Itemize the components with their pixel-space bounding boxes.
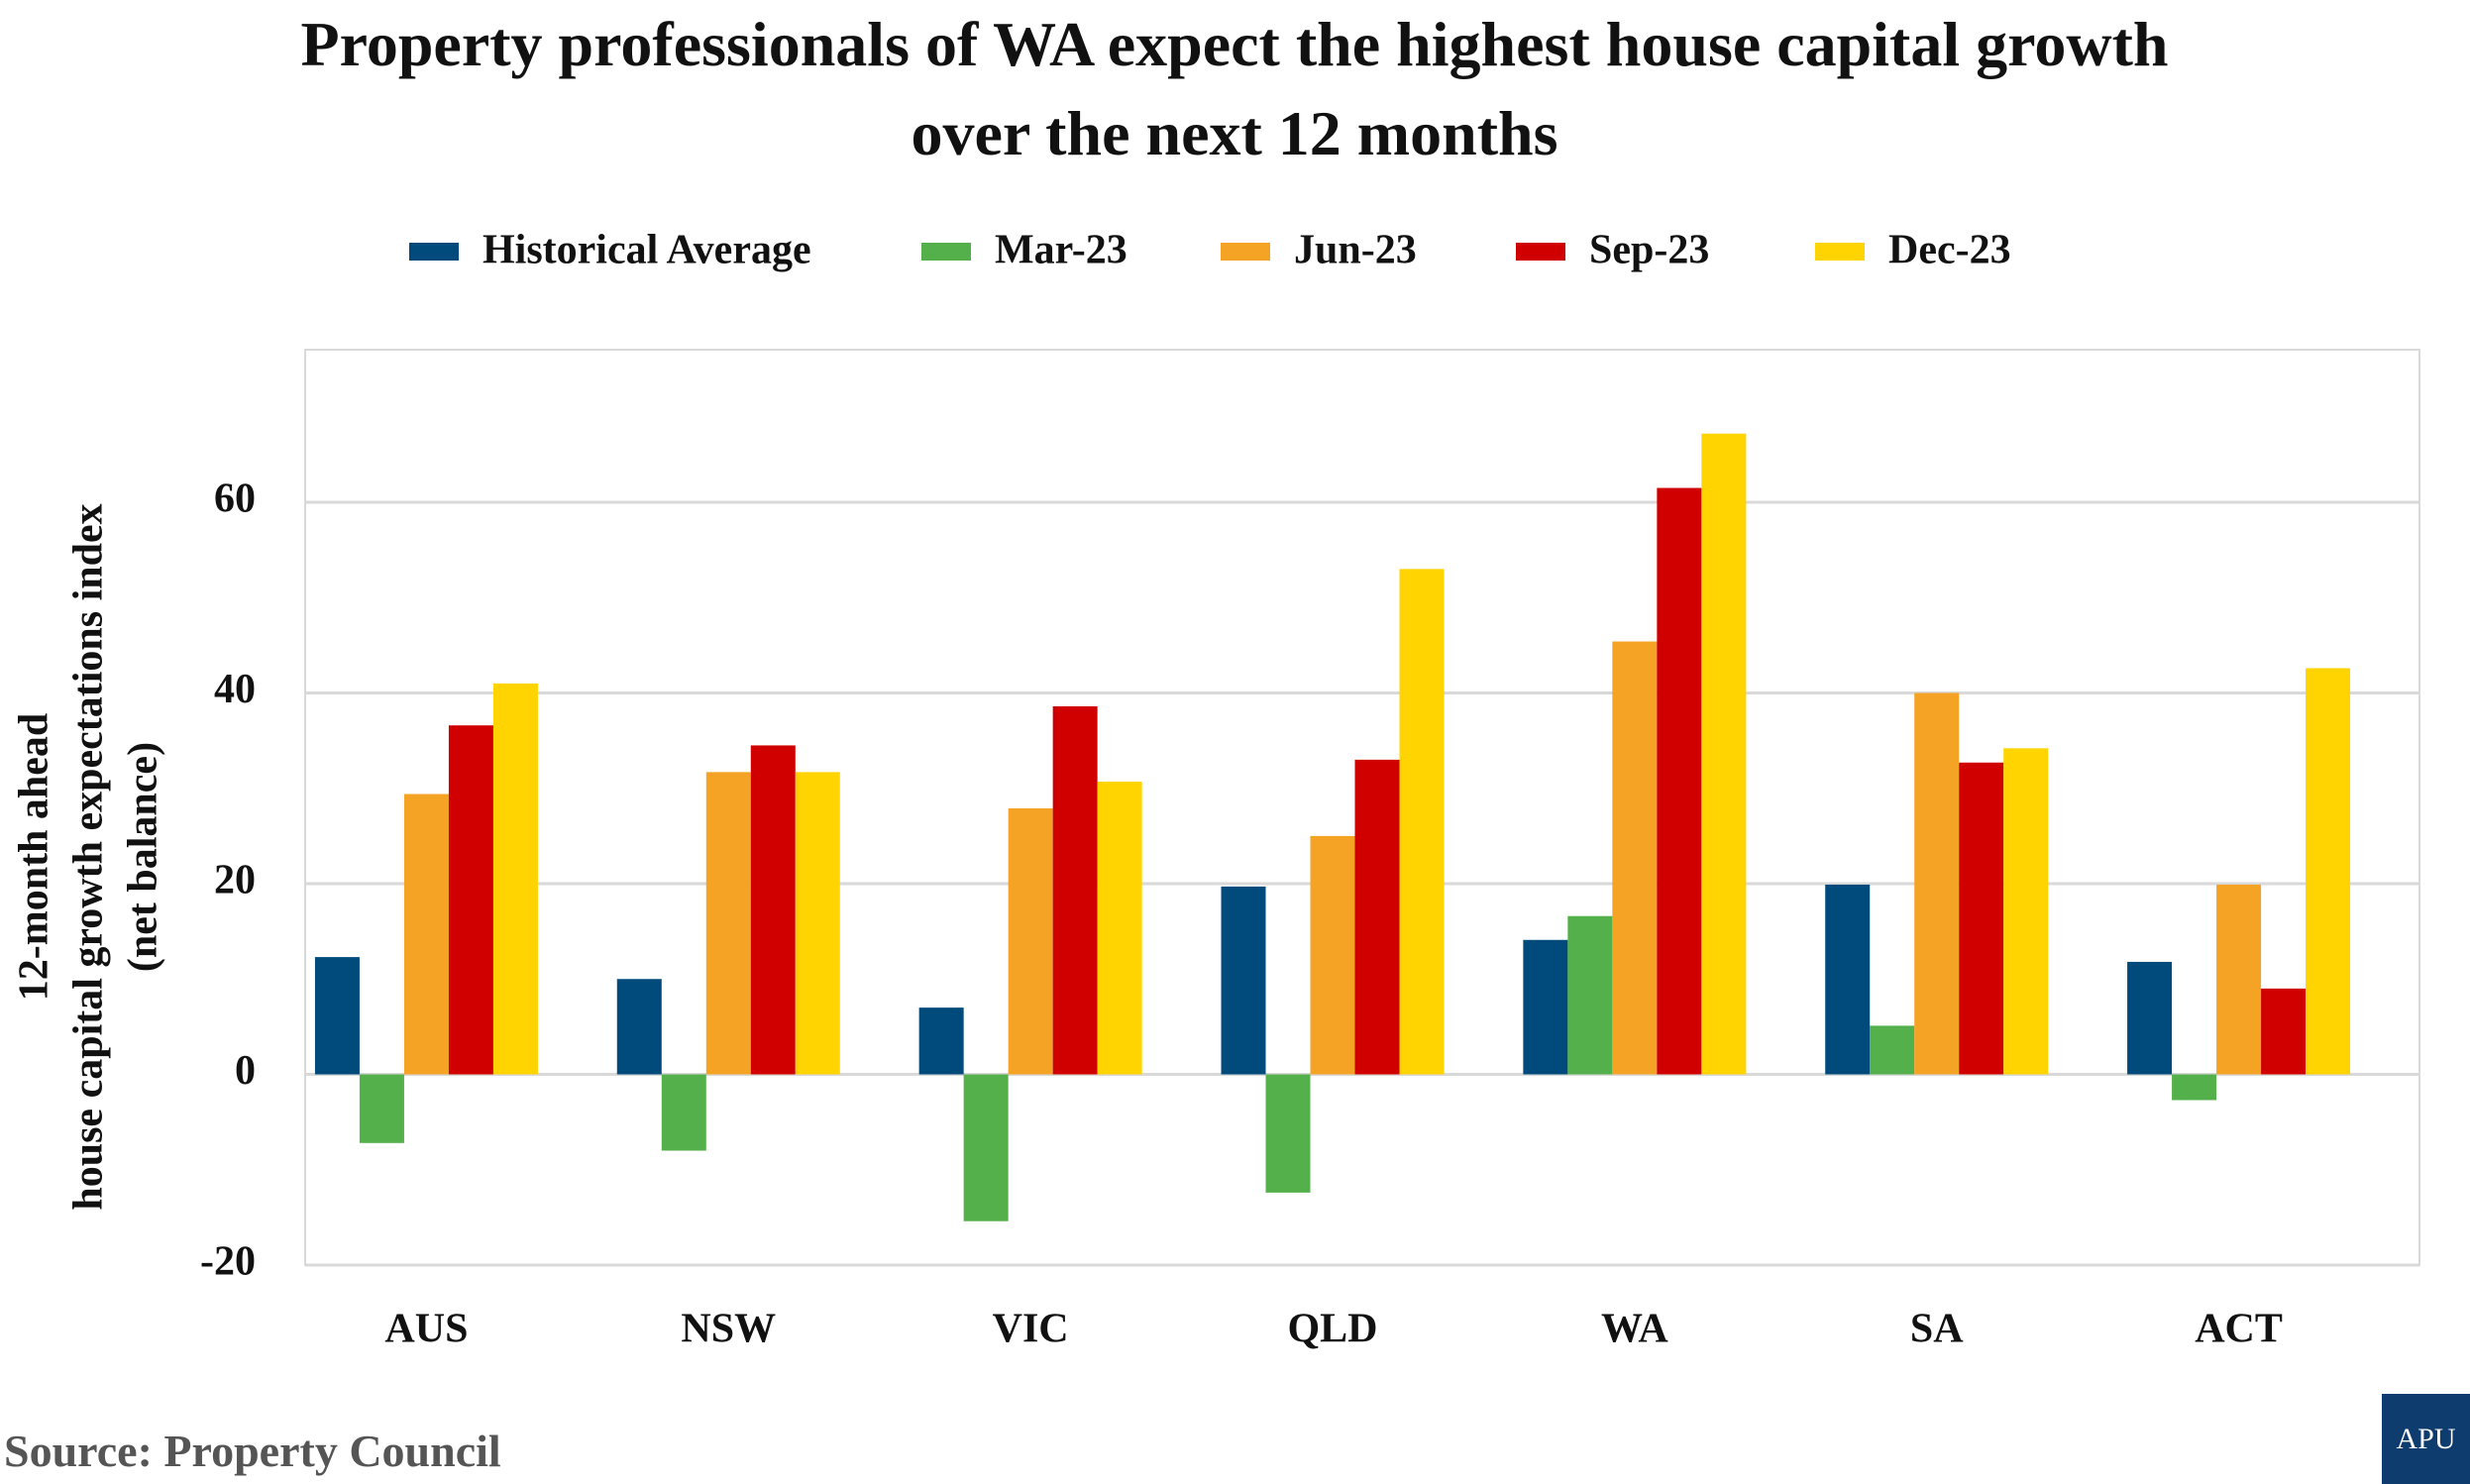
bar (1870, 1025, 1915, 1075)
bar (616, 979, 662, 1075)
legend-label: Historical Average (483, 228, 811, 273)
bar (963, 1074, 1009, 1221)
bar (1097, 782, 1142, 1075)
bar (2306, 668, 2351, 1075)
bar (1221, 886, 1266, 1075)
legend-label: Dec-23 (1888, 228, 2011, 273)
bar (1701, 433, 1747, 1075)
y-axis-label: house capital growth expectations index (66, 503, 112, 1210)
y-axis-label: 12-month ahead (12, 713, 57, 1002)
bar (661, 1074, 706, 1151)
bar (2127, 961, 2173, 1075)
bar (1354, 759, 1400, 1075)
legend-swatch (1221, 243, 1270, 261)
x-tick-label: VIC (993, 1307, 1069, 1352)
x-tick-label: SA (1910, 1307, 1964, 1352)
bar (1825, 884, 1871, 1075)
bar (448, 725, 493, 1075)
bar (1914, 692, 1960, 1075)
x-tick-label: WA (1601, 1307, 1668, 1352)
legend-swatch (1516, 243, 1565, 261)
x-tick-label: NSW (681, 1307, 776, 1352)
legend-swatch (1815, 243, 1865, 261)
bar (1657, 487, 1702, 1075)
bar (1959, 762, 2004, 1075)
bar (705, 772, 751, 1075)
bar (918, 1007, 964, 1075)
bar (1523, 939, 1568, 1075)
bar (1008, 807, 1053, 1075)
bar (2216, 884, 2262, 1075)
chart-title: Property professionals of WA expect the … (300, 9, 2169, 168)
logo: APU (2382, 1394, 2470, 1484)
legend-label: Jun-23 (1294, 228, 1417, 273)
bar (1612, 641, 1658, 1075)
legend-swatch (921, 243, 971, 261)
x-tick-label: ACT (2195, 1307, 2283, 1352)
legend-label: Sep-23 (1589, 228, 1709, 273)
y-tick-label: -20 (200, 1239, 256, 1285)
bar (359, 1074, 404, 1143)
bar (1052, 705, 1098, 1075)
bar (2003, 748, 2049, 1075)
legend-swatch (409, 243, 459, 261)
x-tick-label: QLD (1287, 1307, 1377, 1352)
bar (314, 957, 360, 1075)
bar (795, 772, 840, 1075)
y-tick-label: 60 (214, 477, 256, 522)
y-tick-label: 40 (214, 667, 256, 712)
bar (1265, 1074, 1311, 1193)
y-tick-label: 20 (214, 858, 256, 903)
y-tick-label: 0 (235, 1048, 256, 1094)
y-axis-label: (net balance) (121, 742, 166, 972)
bar (2261, 988, 2307, 1075)
x-tick-label: AUS (384, 1307, 468, 1352)
bar (2172, 1074, 2217, 1101)
bar (1567, 915, 1613, 1075)
bar (403, 794, 449, 1075)
bar (750, 745, 796, 1075)
bar (492, 683, 538, 1075)
bar (1310, 835, 1355, 1075)
bar (1399, 569, 1445, 1075)
legend-label: Mar-23 (995, 228, 1128, 273)
source: Source: Property Council (4, 1426, 501, 1476)
